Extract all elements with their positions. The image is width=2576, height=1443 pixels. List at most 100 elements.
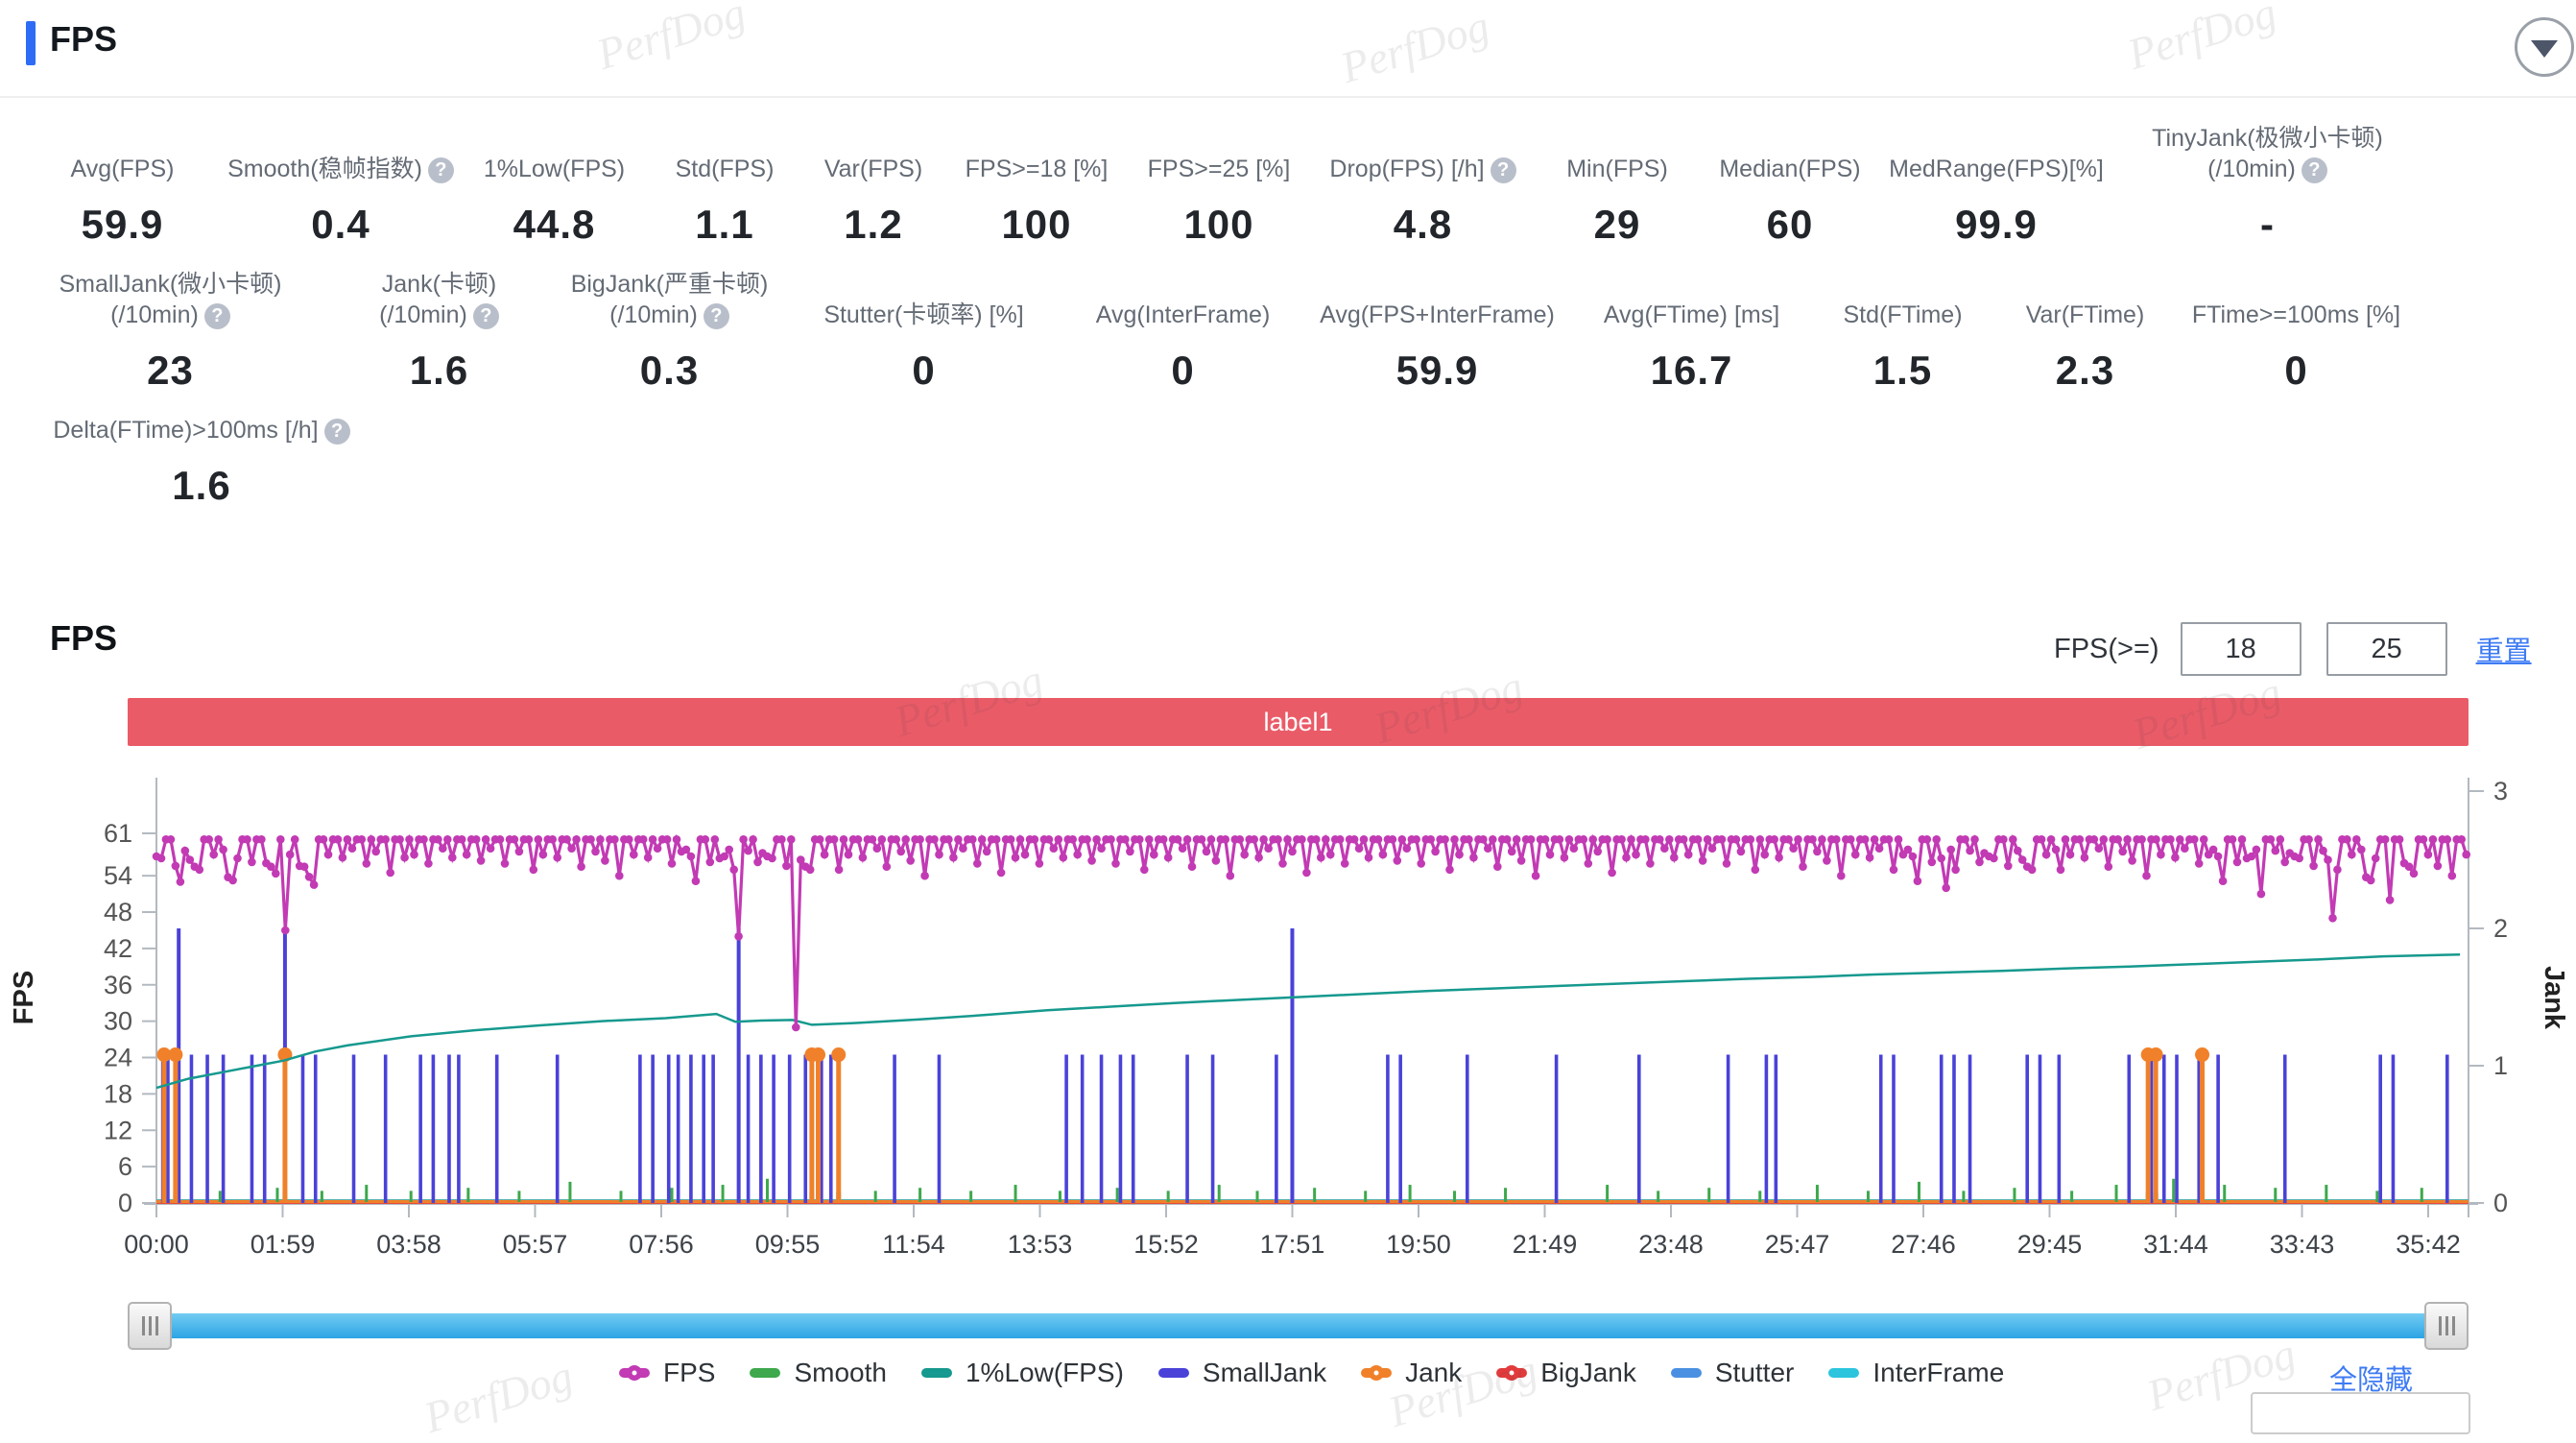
stat-fps-25-%: FPS>=25 [%] 100	[1123, 154, 1315, 248]
chart-scrollbar-left-handle[interactable]	[128, 1302, 172, 1350]
stat-std-fps: Std(FPS) 1.1	[653, 154, 797, 248]
svg-text:01:59: 01:59	[250, 1230, 316, 1259]
stat-stutter-%: Stutter(卡顿率) [%] 0	[782, 300, 1065, 394]
stat-delta-ftime-100ms-h: Delta(FTime)>100ms [/h]? 1.6	[19, 415, 384, 509]
perfdog-watermark: PerfDog	[418, 1350, 579, 1443]
hide-all-link[interactable]: 全隐藏	[2329, 1365, 2414, 1396]
svg-text:21:49: 21:49	[1513, 1230, 1578, 1259]
stat-label: FPS>=25 [%]	[1147, 156, 1291, 182]
section-accent-bar	[26, 21, 36, 65]
help-icon[interactable]: ?	[427, 156, 454, 183]
stat-label: FPS>=18 [%]	[965, 156, 1109, 182]
legend-marker	[1828, 1368, 1860, 1378]
stat-label: Avg(FPS+InterFrame)	[1320, 301, 1555, 328]
help-icon[interactable]: ?	[2301, 156, 2327, 183]
stat-value: 23	[147, 348, 194, 393]
stat-value: 59.9	[1395, 348, 1479, 393]
svg-text:2: 2	[2493, 914, 2508, 943]
svg-text:09:55: 09:55	[755, 1230, 821, 1259]
stat-value: 1.2	[844, 202, 903, 247]
header-divider	[0, 96, 2576, 98]
stat-value: 59.9	[81, 202, 164, 247]
stat-value: -	[2260, 202, 2275, 247]
legend-item-smooth[interactable]: Smooth	[750, 1358, 887, 1388]
stat-value: 0	[912, 348, 936, 393]
grip-icon	[2438, 1316, 2442, 1335]
legend-marker	[619, 1365, 650, 1381]
help-icon[interactable]: ?	[472, 302, 499, 329]
svg-text:35:42: 35:42	[2396, 1230, 2461, 1259]
svg-text:1: 1	[2493, 1051, 2508, 1080]
svg-text:07:56: 07:56	[629, 1230, 694, 1259]
stat-bigjank: BigJank(严重卡顿) (/10min)? 0.3	[557, 269, 782, 394]
stats-row-3: Delta(FTime)>100ms [/h]? 1.6	[19, 415, 2563, 509]
stat-label: MedRange(FPS)[%]	[1889, 156, 2104, 182]
help-icon[interactable]: ?	[1490, 156, 1516, 183]
stat-value: 16.7	[1650, 348, 1733, 393]
svg-text:61: 61	[104, 819, 132, 848]
legend-item-stutter[interactable]: Stutter	[1670, 1358, 1794, 1388]
stat-label: BigJank(严重卡顿) (/10min)?	[570, 271, 769, 329]
stat-label: Avg(FTime) [ms]	[1603, 301, 1780, 328]
chevron-down-icon	[2531, 40, 2558, 58]
chart-scrollbar-right-handle[interactable]	[2424, 1302, 2469, 1350]
legend-item-smalljank[interactable]: SmallJank	[1157, 1358, 1327, 1388]
grip-icon	[2451, 1316, 2455, 1335]
reset-link[interactable]: 重置	[2475, 637, 2532, 667]
stat-median-fps: Median(FPS) 60	[1704, 154, 1876, 248]
help-icon[interactable]: ?	[323, 418, 350, 445]
chart-scrollbar-track[interactable]	[149, 1313, 2447, 1338]
svg-text:24: 24	[104, 1044, 132, 1072]
grip-icon	[2445, 1316, 2448, 1335]
svg-text:0: 0	[118, 1189, 132, 1217]
stat-label: 1%Low(FPS)	[483, 156, 626, 182]
fps-threshold-controls: FPS(>=) 重置	[2054, 622, 2532, 676]
stat-avg-fps: Avg(FPS) 59.9	[19, 154, 226, 248]
svg-text:03:58: 03:58	[376, 1230, 441, 1259]
legend-marker	[1157, 1368, 1189, 1378]
legend-label: InterFrame	[1872, 1358, 2005, 1387]
fps-threshold-low-input[interactable]	[2180, 622, 2302, 676]
legend-item-1%low-fps[interactable]: 1%Low(FPS)	[920, 1358, 1124, 1388]
svg-text:3: 3	[2493, 777, 2508, 806]
help-icon[interactable]: ?	[703, 302, 729, 329]
fps-chart[interactable]: 61 54 48 42 36 30 24 18 12 6 0 3 2 1 0 00:00 01:59 03:58 0…	[0, 749, 2576, 1291]
stat-std-ftime: Std(FTime) 1.5	[1809, 300, 1996, 394]
stat-label: Smooth(稳帧指数)?	[227, 154, 454, 184]
legend-item-jank[interactable]: Jank	[1361, 1358, 1462, 1388]
partial-input-box[interactable]	[2251, 1392, 2470, 1434]
chart-legend: FPS Smooth 1%Low(FPS) SmallJank Jank BigJank S…	[619, 1358, 2004, 1388]
stat-1%low-fps: 1%Low(FPS) 44.8	[456, 154, 653, 248]
legend-label: SmallJank	[1202, 1358, 1327, 1387]
stat-value: 100	[1001, 202, 1072, 247]
svg-text:Jank: Jank	[2539, 966, 2569, 1030]
grip-icon	[155, 1316, 158, 1335]
stat-value: 1.6	[172, 463, 231, 508]
stat-label: FTime>=100ms [%]	[2191, 301, 2401, 328]
stat-var-ftime: Var(FTime) 2.3	[1996, 300, 2174, 394]
legend-item-interframe[interactable]: InterFrame	[1828, 1358, 2004, 1388]
stat-label: Jank(卡顿) (/10min)?	[379, 269, 499, 330]
collapse-section-button[interactable]	[2515, 17, 2574, 77]
stat-label: Avg(InterFrame)	[1095, 301, 1271, 328]
legend-item-bigjank[interactable]: BigJank	[1496, 1358, 1636, 1388]
perfdog-watermark: PerfDog	[591, 0, 751, 80]
stat-value: 60	[1766, 202, 1814, 247]
stat-smooth: Smooth(稳帧指数)? 0.4	[226, 154, 456, 248]
stats-row-1: Avg(FPS) 59.9 Smooth(稳帧指数)? 0.4 1%Low(FPS) 44…	[19, 123, 2563, 248]
fps-threshold-high-input[interactable]	[2326, 622, 2447, 676]
svg-text:23:48: 23:48	[1638, 1230, 1704, 1259]
svg-text:31:44: 31:44	[2143, 1230, 2208, 1259]
perfdog-watermark: PerfDog	[1335, 0, 1495, 93]
legend-label: 1%Low(FPS)	[965, 1358, 1124, 1387]
chart-label-banner[interactable]: label1	[128, 698, 2469, 746]
svg-text:17:51: 17:51	[1260, 1230, 1325, 1259]
chart-title: FPS	[50, 618, 118, 658]
help-icon[interactable]: ?	[203, 302, 230, 329]
legend-item-fps[interactable]: FPS	[619, 1358, 715, 1388]
stat-drop-fps-h: Drop(FPS) [/h]? 4.8	[1315, 154, 1531, 248]
stat-label: Var(FPS)	[823, 156, 923, 182]
stat-var-fps: Var(FPS) 1.2	[797, 154, 950, 248]
stat-value: 1.5	[1872, 348, 1933, 393]
stat-label: TinyJank(极微小卡顿) (/10min)?	[2152, 125, 2383, 183]
